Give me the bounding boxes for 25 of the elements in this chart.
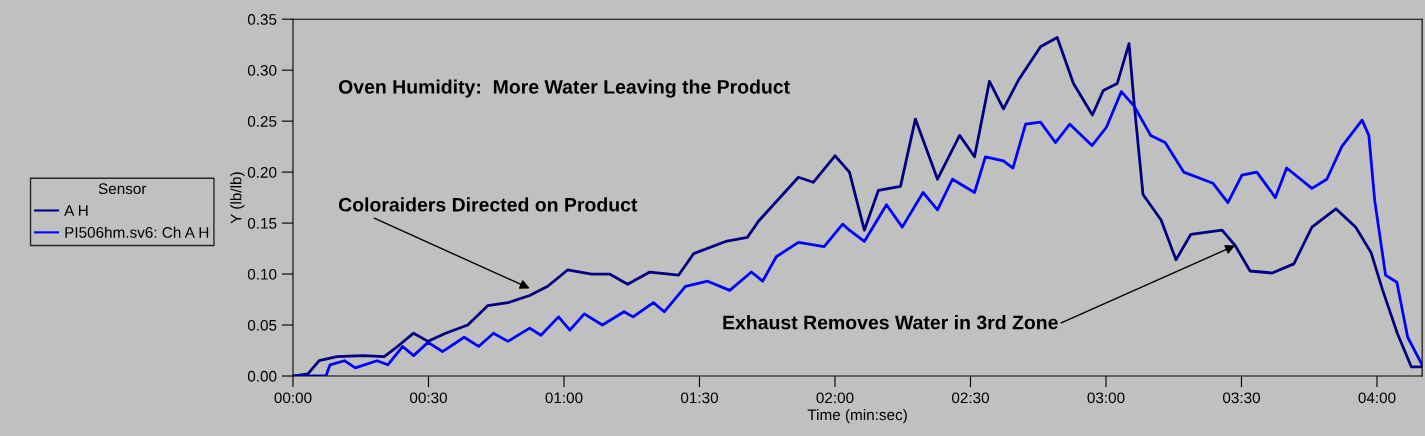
annotation: Oven Humidity: More Water Leaving the Product [338,79,790,98]
x-tick-label: 00:30 [409,392,447,404]
legend-label: A H [64,205,88,216]
x-tick-label: 03:30 [1222,392,1260,404]
x-axis-title: Time (min:sec) [807,409,907,424]
annotation: Exhaust Removes Water in 3rd Zone [723,315,1058,330]
y-axis-title: Y (lb/lb) [230,172,245,224]
y-tick-label: 0.00 [247,370,277,382]
legend-label: PI506hm.sv6: Ch A H [65,226,209,238]
x-tick-label: 01:00 [545,392,583,404]
y-tick-label: 0.35 [247,14,277,25]
x-tick-label: 02:00 [816,392,854,404]
y-tick-label: 0.15 [247,217,277,229]
y-tick-label: 0.30 [247,65,277,76]
legend-title: Sensor [98,183,147,195]
y-tick-label: 0.10 [247,268,277,280]
y-tick-label: 0.25 [247,116,277,127]
x-tick-label: 02:30 [951,392,989,404]
x-tick-label: 04:00 [1358,392,1396,404]
y-tick-label: 0.05 [247,319,277,331]
annotation: Coloraiders Directed on Product [338,197,638,212]
y-tick-label: 0.20 [247,166,277,178]
x-tick-label: 00:00 [274,392,312,404]
x-tick-label: 03:00 [1087,392,1125,404]
x-tick-label: 01:30 [680,392,718,404]
